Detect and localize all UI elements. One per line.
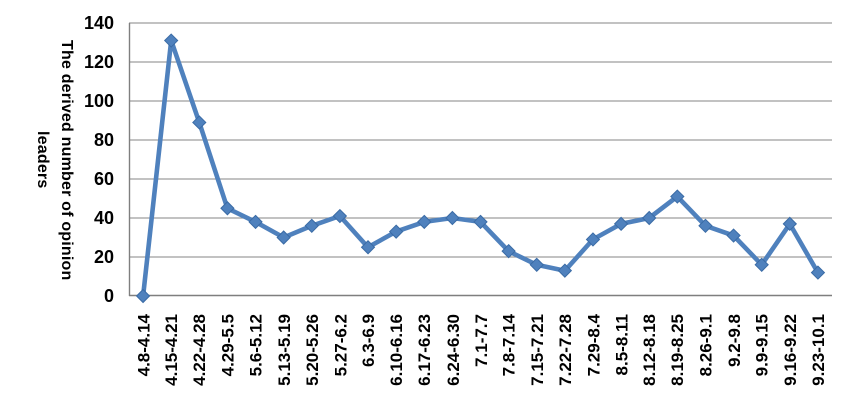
data-point-marker [670, 189, 685, 204]
x-tick-label: 5.6-5.12 [246, 314, 266, 377]
x-tick-label: 6.3-6.9 [359, 314, 379, 367]
x-tick-label: 8.26-9.1 [696, 314, 716, 377]
data-point-marker [501, 243, 516, 259]
x-tick-label: 5.13-5.19 [274, 314, 294, 386]
x-tick-label: 6.17-6.23 [415, 314, 435, 386]
data-point-marker [388, 224, 404, 239]
data-point-marker [445, 210, 460, 226]
data-point-marker [163, 33, 179, 48]
data-point-marker [585, 232, 601, 247]
x-tick-label: 5.20-5.26 [302, 314, 322, 386]
y-tick-label: 60 [93, 169, 114, 189]
x-tick-label: 8.5-8.11 [612, 314, 632, 376]
y-tick-label: 40 [93, 208, 114, 228]
data-point-marker [417, 214, 432, 230]
x-tick-label: 7.15-7.21 [527, 314, 547, 386]
data-point-marker [613, 216, 629, 232]
y-axis-title: The derived number of opinion leaders [34, 39, 75, 281]
data-point-marker [276, 230, 291, 245]
y-tick-label: 120 [83, 52, 114, 72]
y-tick-label: 80 [93, 130, 114, 150]
x-tick-label: 8.12-8.18 [640, 314, 660, 386]
data-point-marker [529, 257, 544, 273]
y-tick-label: 0 [103, 286, 114, 306]
data-point-marker [698, 218, 713, 234]
data-point-marker [754, 257, 769, 273]
x-tick-label: 9.16-9.22 [780, 314, 800, 386]
x-tick-label: 5.27-6.2 [330, 314, 350, 377]
data-series-line [140, 38, 821, 299]
y-tick-label: 20 [93, 247, 114, 267]
y-tick-label: 140 [83, 13, 114, 33]
data-point-marker [304, 218, 319, 234]
data-point-marker [782, 216, 798, 232]
data-point-marker [220, 201, 235, 216]
data-point-marker [248, 214, 263, 230]
data-point-marker [135, 288, 151, 304]
data-point-marker [332, 208, 348, 224]
x-tick-label: 8.19-8.25 [668, 314, 688, 386]
x-tick-label: 9.2-9.8 [724, 314, 744, 367]
x-tick-label: 7.22-7.28 [555, 314, 575, 386]
x-tick-label: 4.29-5.5 [218, 314, 238, 377]
data-point-marker [192, 115, 207, 130]
x-tick-label: 6.24-6.30 [443, 314, 463, 386]
y-tick-label: 100 [83, 91, 114, 111]
x-tick-label: 7.8-7.14 [499, 314, 519, 377]
data-point-marker [726, 228, 741, 243]
data-point-marker [557, 263, 573, 278]
x-tick-label: 9.9-9.15 [752, 314, 772, 377]
x-tick-label: 4.15-4.21 [162, 314, 182, 386]
x-tick-label: 6.10-6.16 [387, 314, 407, 386]
data-point-marker [810, 265, 826, 280]
data-point-marker [473, 214, 488, 230]
x-tick-label: 7.29-8.4 [583, 314, 603, 377]
plot-area [128, 22, 832, 304]
x-tick-label: 4.22-4.28 [190, 314, 210, 386]
data-point-marker [360, 240, 376, 255]
data-point-marker [642, 210, 657, 226]
x-tick-label: 7.1-7.7 [471, 314, 491, 367]
x-tick-label: 9.23-10.1 [808, 314, 828, 386]
x-tick-label: 4.8-4.14 [134, 314, 154, 377]
